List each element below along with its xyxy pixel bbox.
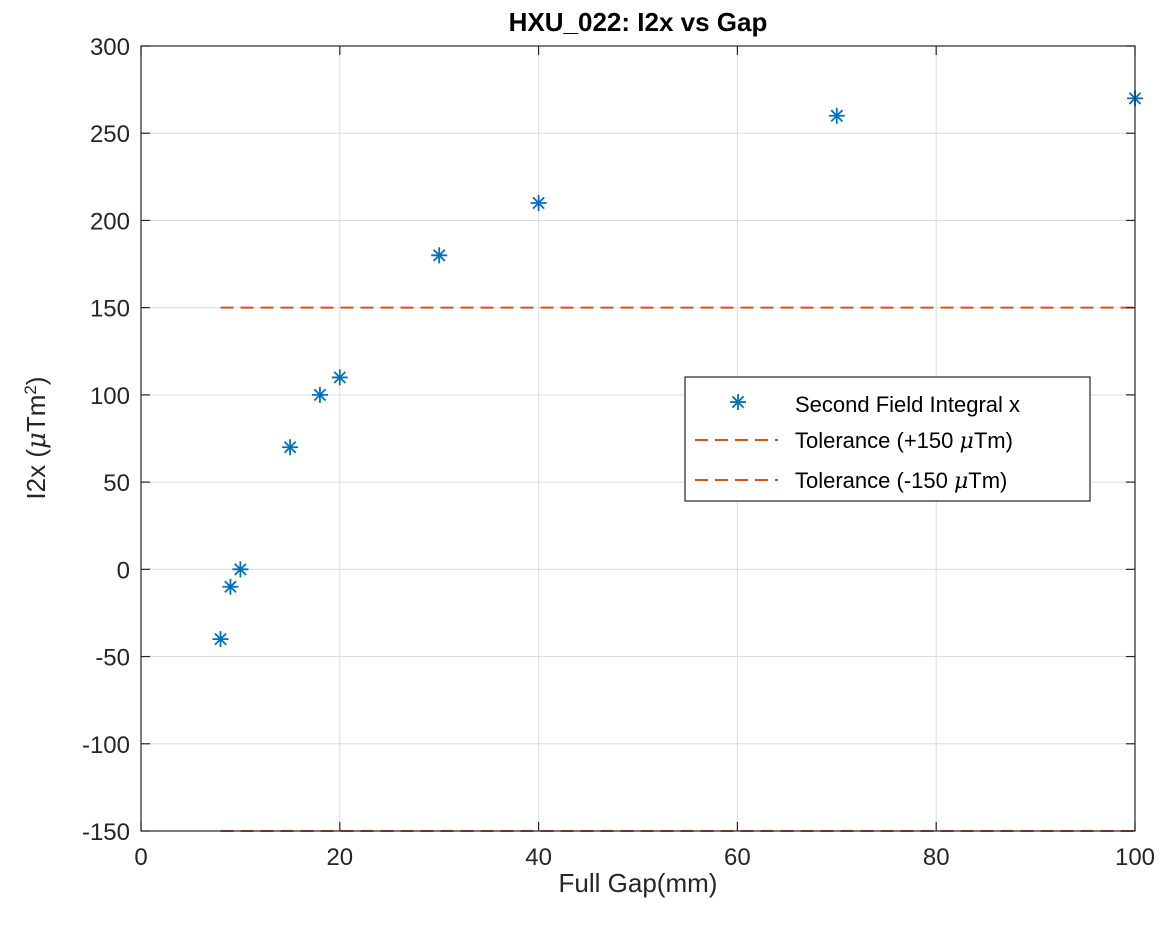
legend-tol-plus-mu: μ [960, 429, 974, 454]
legend-tol-minus-pre: Tolerance (-150 [795, 468, 954, 493]
x-tick-label: 80 [923, 844, 950, 871]
y-axis-title-close: ) [21, 376, 51, 385]
legend-label-tolerance-plus: Tolerance (+150 μTm) [795, 428, 1013, 454]
y-tick-label: 100 [90, 383, 130, 410]
legend-tol-plus-post: Tm) [974, 428, 1013, 453]
data-point-marker [232, 561, 249, 578]
data-point-marker [282, 439, 299, 456]
x-tick-label: 0 [134, 844, 147, 871]
y-tick-label: 50 [103, 470, 130, 497]
y-axis-title: I2x (μTm2) [21, 376, 53, 499]
y-tick-label: 250 [90, 121, 130, 148]
data-point-marker [222, 578, 239, 595]
y-tick-label: 150 [90, 296, 130, 323]
x-tick-label: 100 [1115, 844, 1155, 871]
y-axis-title-unit: Tm [21, 395, 51, 433]
y-axis-title-sup: 2 [21, 385, 40, 394]
x-tick-label: 40 [525, 844, 552, 871]
axis-ticks: 0 20 40 60 80 100 -150 -100 -50 0 50 100 150 200 250 30… [82, 34, 1155, 871]
legend-tol-minus-mu: μ [954, 469, 968, 494]
legend-box [684, 376, 1091, 502]
data-point-marker [828, 107, 845, 124]
x-tick-label: 20 [326, 844, 353, 871]
y-tick-label: 300 [90, 34, 130, 61]
y-axis-title-main: I2x ( [21, 449, 51, 500]
data-point-marker [431, 247, 448, 264]
y-tick-label: -50 [95, 645, 130, 672]
plot-frame [140, 45, 1136, 832]
y-tick-label: 0 [117, 557, 130, 584]
data-point-marker [530, 195, 547, 211]
data-point-marker [212, 631, 229, 648]
y-tick-label: 200 [90, 208, 130, 235]
legend-tol-plus-pre: Tolerance (+150 [795, 428, 960, 453]
legend-tol-minus-post: Tm) [968, 468, 1007, 493]
legend-label-tolerance-minus: Tolerance (-150 μTm) [795, 468, 1007, 494]
data-markers [212, 90, 1143, 648]
chart-title: HXU_022: I2x vs Gap [509, 7, 768, 37]
x-tick-label: 60 [724, 844, 751, 871]
legend-marker-icon [730, 394, 746, 410]
data-point-marker [331, 369, 348, 386]
x-axis-title: Full Gap(mm) [559, 868, 718, 898]
y-axis-title-mu: μ [22, 432, 52, 449]
data-point-marker [311, 386, 328, 403]
legend-asterisk-icon [730, 394, 746, 410]
y-tick-label: -150 [82, 819, 130, 846]
legend: Second Field Integral x Tolerance (+150 … [684, 376, 1091, 502]
y-tick-label: -100 [82, 732, 130, 759]
legend-label-series: Second Field Integral x [795, 392, 1020, 417]
